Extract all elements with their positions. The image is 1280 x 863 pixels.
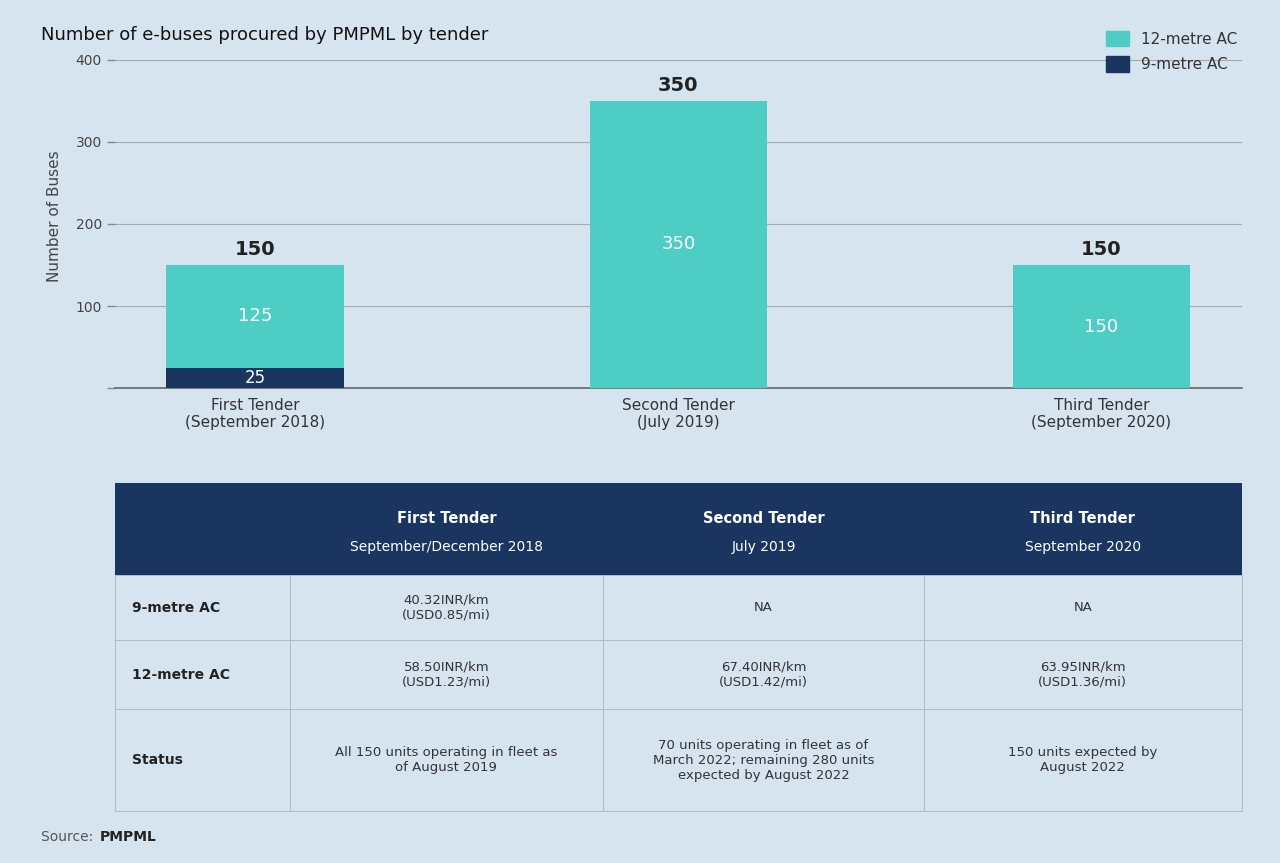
Text: 12-metre AC: 12-metre AC xyxy=(132,668,230,682)
Text: 58.50INR/km
(USD1.23/mi): 58.50INR/km (USD1.23/mi) xyxy=(402,661,492,689)
Text: NA: NA xyxy=(754,601,773,614)
Text: 70 units operating in fleet as of
March 2022; remaining 280 units
expected by Au: 70 units operating in fleet as of March … xyxy=(653,739,874,782)
Text: 9-metre AC: 9-metre AC xyxy=(132,601,220,614)
Text: September 2020: September 2020 xyxy=(1025,540,1140,554)
Text: 150: 150 xyxy=(1082,240,1121,259)
Bar xyxy=(166,368,344,388)
Text: First Tender: First Tender xyxy=(397,512,497,526)
Text: 67.40INR/km
(USD1.42/mi): 67.40INR/km (USD1.42/mi) xyxy=(719,661,808,689)
Bar xyxy=(115,640,289,709)
Bar xyxy=(603,482,924,575)
Text: July 2019: July 2019 xyxy=(731,540,796,554)
Y-axis label: Number of Buses: Number of Buses xyxy=(47,150,61,281)
Text: 150: 150 xyxy=(236,240,275,259)
Text: All 150 units operating in fleet as
of August 2019: All 150 units operating in fleet as of A… xyxy=(335,746,558,774)
Bar xyxy=(289,575,603,640)
Text: Source:: Source: xyxy=(41,830,97,844)
Text: 25: 25 xyxy=(244,369,266,387)
Text: 150 units expected by
August 2022: 150 units expected by August 2022 xyxy=(1009,746,1157,774)
Text: Status: Status xyxy=(132,753,183,767)
Bar xyxy=(603,709,924,811)
Text: NA: NA xyxy=(1074,601,1092,614)
Text: 350: 350 xyxy=(658,76,699,95)
Text: Second Tender: Second Tender xyxy=(703,512,824,526)
Bar xyxy=(603,575,924,640)
Text: Third Tender: Third Tender xyxy=(1030,512,1135,526)
Bar xyxy=(115,575,289,640)
Text: 63.95INR/km
(USD1.36/mi): 63.95INR/km (USD1.36/mi) xyxy=(1038,661,1128,689)
Bar xyxy=(289,482,603,575)
Text: 150: 150 xyxy=(1084,318,1119,336)
Text: 125: 125 xyxy=(238,307,273,325)
Bar xyxy=(924,640,1242,709)
Bar xyxy=(1012,265,1190,388)
Bar xyxy=(924,482,1242,575)
Bar xyxy=(924,709,1242,811)
Bar xyxy=(115,482,289,575)
Text: 350: 350 xyxy=(662,236,695,254)
Text: September/December 2018: September/December 2018 xyxy=(349,540,543,554)
Text: PMPML: PMPML xyxy=(100,830,156,844)
Text: Number of e-buses procured by PMPML by tender: Number of e-buses procured by PMPML by t… xyxy=(41,26,489,44)
Bar xyxy=(590,101,767,388)
Bar xyxy=(166,265,344,368)
Bar xyxy=(289,709,603,811)
Text: 40.32INR/km
(USD0.85/mi): 40.32INR/km (USD0.85/mi) xyxy=(402,594,490,621)
Bar xyxy=(603,640,924,709)
Bar xyxy=(289,640,603,709)
Bar xyxy=(924,575,1242,640)
Bar xyxy=(115,709,289,811)
Legend: 12-metre AC, 9-metre AC: 12-metre AC, 9-metre AC xyxy=(1098,23,1245,79)
